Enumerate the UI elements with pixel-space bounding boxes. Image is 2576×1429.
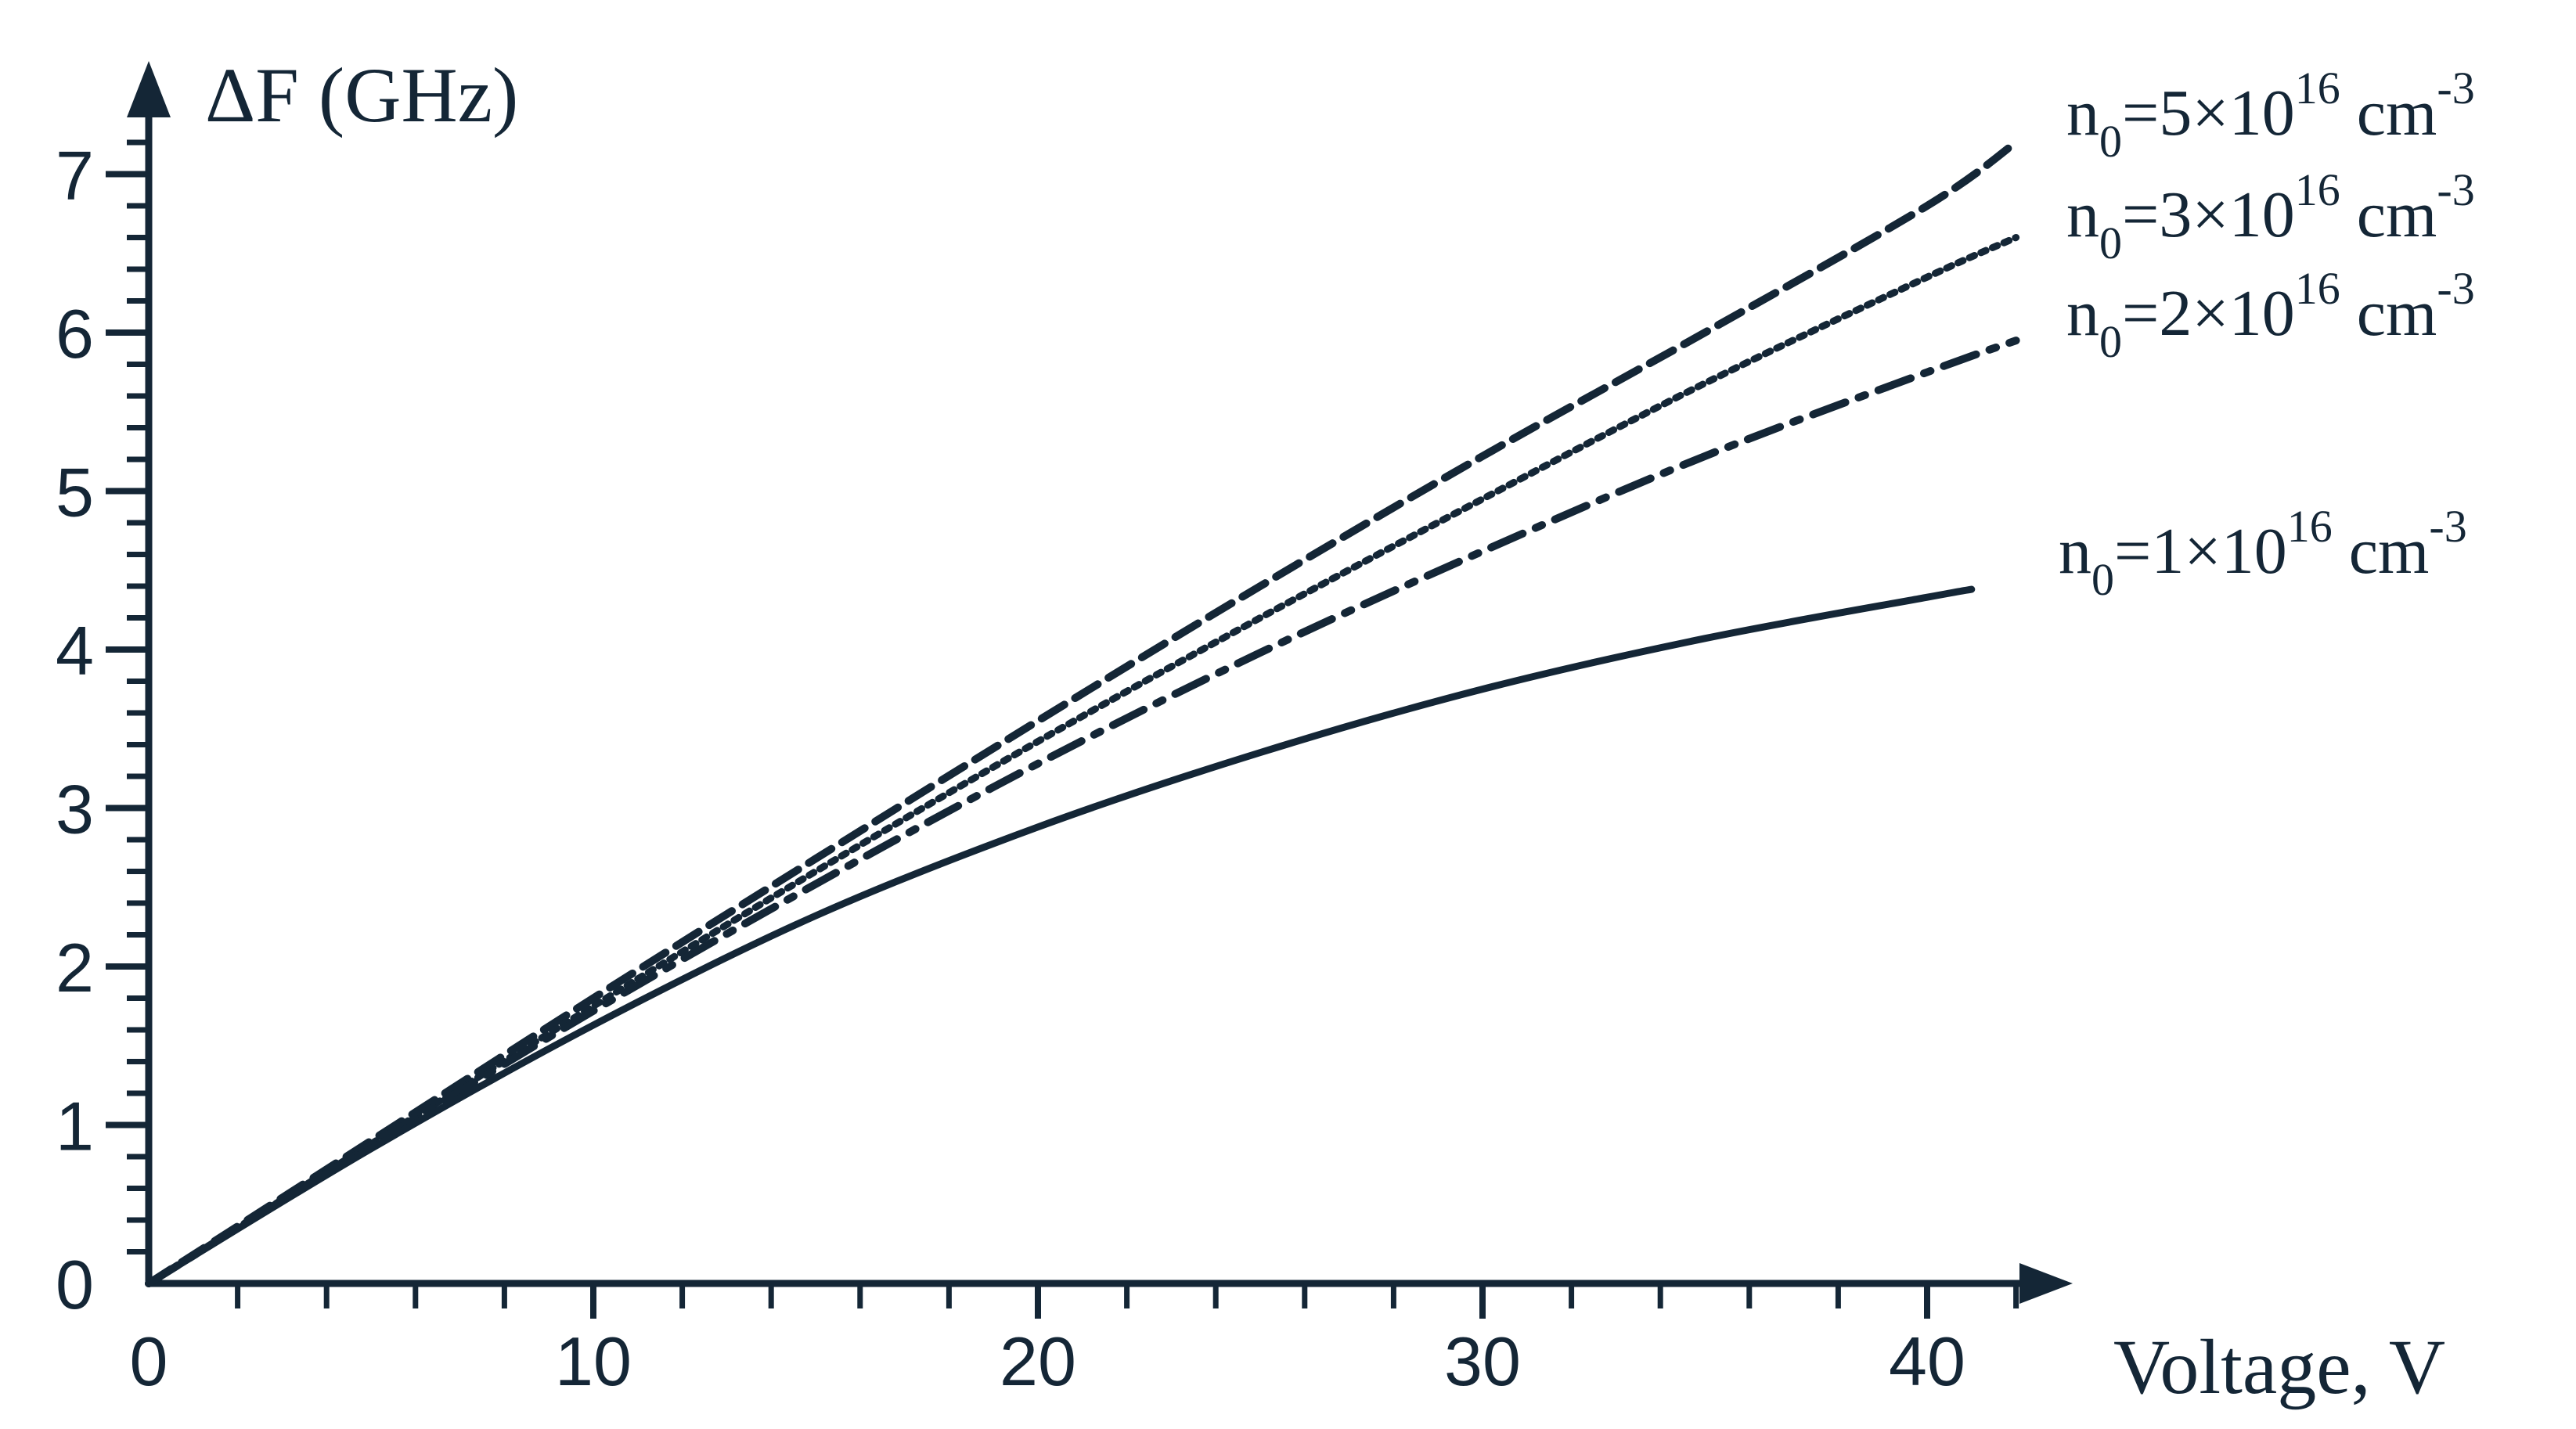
series-label: n0=3×1016 cm-3	[2066, 164, 2475, 268]
x-tick-label: 20	[1000, 1323, 1076, 1400]
series-label-part: =5×10	[2122, 77, 2295, 149]
y-tick-label: 5	[56, 454, 94, 531]
x-tick-label: 0	[130, 1323, 168, 1400]
y-axis-arrow	[127, 61, 171, 117]
series-label-part: n	[2059, 515, 2091, 588]
series-label-part: =3×10	[2122, 178, 2295, 251]
y-tick-label: 7	[56, 137, 94, 214]
series-label-part: cm	[2340, 77, 2437, 149]
series-label-part: cm	[2333, 515, 2430, 588]
series-line-dashed	[145, 139, 2020, 1287]
series-label-part: 16	[2287, 501, 2333, 552]
y-tick-label: 2	[56, 929, 94, 1006]
series-label-part: n	[2066, 77, 2099, 149]
series-label-part: 0	[2099, 316, 2122, 367]
series-label-part: 0	[2099, 218, 2122, 268]
series-label-part: -3	[2429, 501, 2466, 552]
series-label-part: cm	[2340, 277, 2437, 350]
series-label-part: cm	[2340, 178, 2437, 251]
series-label: n0=1×1016 cm-3	[2059, 501, 2467, 605]
series-line-solid	[145, 585, 1976, 1287]
x-tick-label: 30	[1444, 1323, 1521, 1400]
series-label-part: 0	[2091, 554, 2114, 605]
y-tick-label: 0	[56, 1246, 94, 1323]
series-label-part: -3	[2437, 263, 2474, 314]
y-axis-title: ΔF (GHz)	[205, 52, 518, 139]
series-label-part: =2×10	[2122, 277, 2295, 350]
series-line-dotted	[145, 234, 2020, 1287]
x-tick-label: 10	[555, 1323, 632, 1400]
series-label-part: n	[2066, 277, 2099, 350]
series-label-part: -3	[2437, 164, 2474, 215]
x-axis-title: Voltage, V	[2113, 1323, 2445, 1410]
series-group	[145, 139, 2020, 1287]
x-axis-arrow	[2019, 1263, 2073, 1304]
series-label-part: =1×10	[2114, 515, 2287, 588]
series-label-part: 16	[2295, 63, 2340, 113]
axes-group: 0 10 20 30 40 0 1 2 3 4 5 6 7	[56, 61, 2073, 1400]
x-tick-label: 40	[1889, 1323, 1965, 1400]
series-label-part: 16	[2295, 164, 2340, 215]
series-label: n0=2×1016 cm-3	[2066, 263, 2475, 367]
y-tick-label: 4	[56, 612, 94, 689]
series-label-part: 0	[2099, 116, 2122, 167]
y-tick-label: 3	[56, 771, 94, 848]
series-label-part: n	[2066, 178, 2099, 251]
y-tick-label: 6	[56, 295, 94, 373]
y-tick-label: 1	[56, 1088, 94, 1165]
series-label: n0=5×1016 cm-3	[2066, 63, 2475, 167]
series-line-dashdot	[145, 337, 2020, 1287]
series-label-part: -3	[2437, 63, 2474, 113]
legend-labels: n0=5×1016 cm-3n0=3×1016 cm-3n0=2×1016 cm…	[2059, 63, 2475, 605]
series-label-part: 16	[2295, 263, 2340, 314]
